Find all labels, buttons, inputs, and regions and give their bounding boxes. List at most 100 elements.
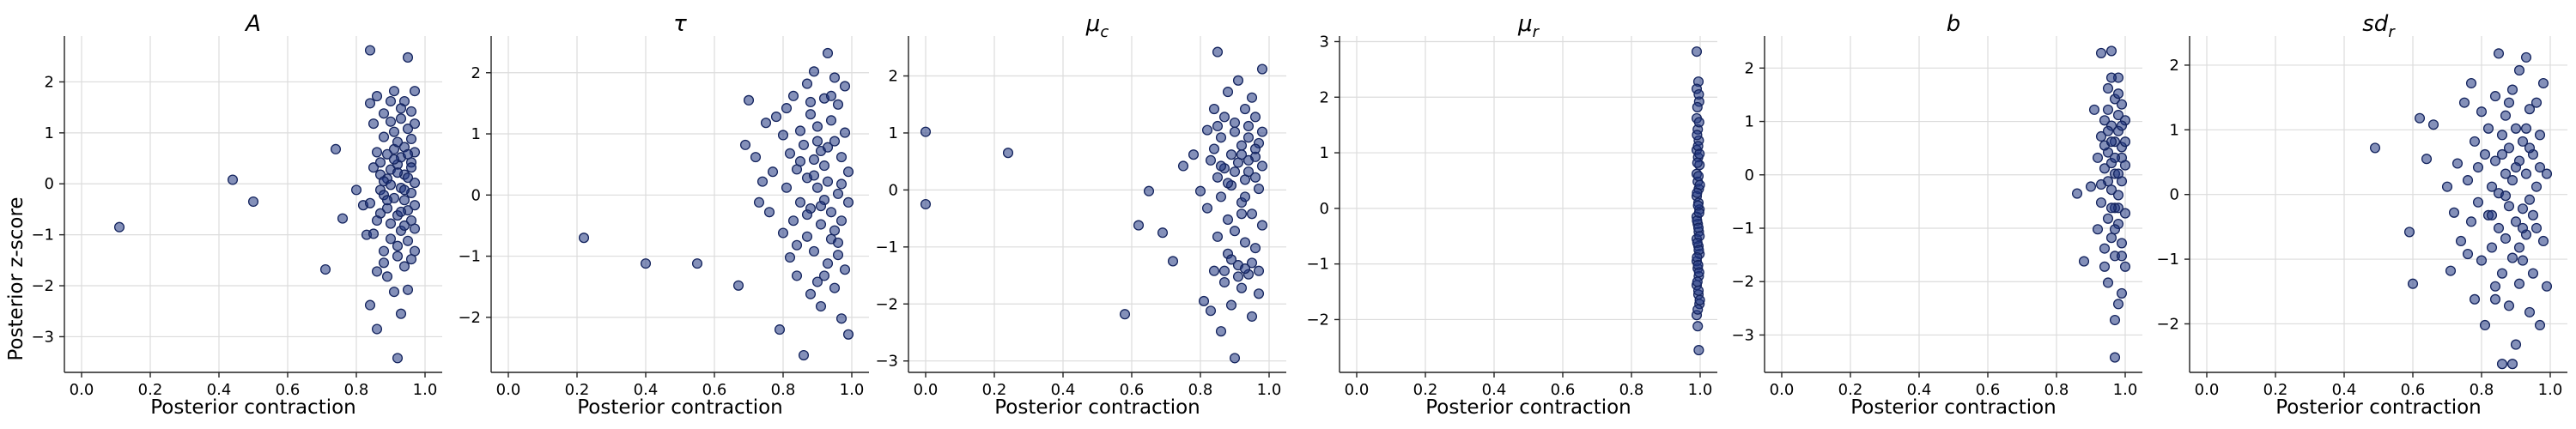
panel-3: 0.0 0.2 0.4 0.6 0.8 1.0 −3 −2 −1 0 1 2 μc Posterior c… (875, 11, 1286, 419)
scatter-point (801, 231, 813, 242)
x-tick-label: 1.0 (1688, 381, 1713, 399)
scatter-point (2486, 209, 2498, 221)
scatter-point (2105, 184, 2117, 196)
scatter-point (2099, 115, 2111, 126)
y-tick-label: 0 (45, 175, 54, 193)
scatter-point (2472, 196, 2484, 208)
scatter-point (1692, 171, 1704, 182)
scatter-point (381, 271, 393, 282)
scatter-point (398, 195, 410, 206)
scatter-point (2510, 216, 2522, 227)
x-tick-label: 1.0 (840, 381, 865, 399)
scatter-point (1249, 112, 1261, 123)
scatter-point (395, 206, 407, 217)
scatter-point (1694, 294, 1705, 305)
scatter-point (409, 200, 421, 211)
scatter-point (2517, 203, 2529, 214)
scatter-point (777, 130, 789, 141)
panel-title-main: b (1947, 11, 1961, 37)
x-tick-label: 0.8 (344, 381, 369, 399)
scatter-point (805, 109, 817, 120)
scatter-point (1177, 160, 1189, 172)
scatter-point (794, 156, 806, 167)
scatter-point (1188, 149, 1200, 160)
scatter-point (784, 148, 796, 159)
scatter-point (842, 196, 854, 208)
scatter-point (2102, 277, 2114, 288)
scatter-point (2520, 51, 2532, 63)
scatter-point (364, 299, 376, 311)
points (2071, 45, 2131, 363)
scatter-point (378, 257, 390, 269)
scatter-point (405, 133, 417, 145)
scatter-point (2534, 161, 2546, 173)
scatter-point (350, 184, 362, 196)
scatter-point (2486, 181, 2498, 192)
scatter-point (388, 287, 400, 298)
scatter-point (1253, 288, 1265, 299)
scatter-point (2112, 110, 2124, 121)
scatter-point (2102, 213, 2114, 224)
scatter-point (2071, 188, 2083, 199)
y-tick-label: −3 (1731, 326, 1754, 344)
scatter-point (1692, 304, 1704, 315)
points (113, 45, 421, 364)
scatter-point (2099, 243, 2111, 254)
scatter-point (2105, 45, 2117, 57)
scatter-point (2517, 136, 2529, 147)
y-tick-label: 2 (45, 73, 54, 91)
scatter-point (319, 263, 331, 275)
scatter-point (1157, 227, 1169, 239)
x-tick-label: 0.8 (1619, 381, 1644, 399)
scatter-point (1692, 130, 1703, 141)
scatter-point (2407, 278, 2419, 289)
scatter-point (364, 98, 376, 109)
x-tick-label: 1.0 (2113, 381, 2138, 399)
scatter-point (1218, 112, 1230, 123)
scatter-point (798, 349, 810, 361)
y-axis-label: Posterior z-score (5, 196, 27, 360)
scatter-point (2092, 224, 2104, 235)
scatter-point (1208, 103, 1220, 115)
scatter-point (2112, 299, 2124, 310)
scatter-point (2503, 142, 2515, 154)
scatter-point (364, 45, 376, 56)
x-tick-label: 0.4 (1051, 381, 1076, 399)
scatter-point (392, 136, 404, 148)
scatter-point (1215, 132, 1227, 143)
scatter-point (825, 115, 837, 126)
scatter-point (777, 227, 789, 239)
scatter-point (2510, 123, 2522, 134)
panel-title-subscript: c (1100, 23, 1109, 41)
scatter-point (371, 323, 383, 335)
y-tick-label: −2 (1306, 311, 1329, 329)
scatter-point (835, 313, 848, 324)
scatter-point (1143, 185, 1155, 196)
scatter-point (402, 51, 414, 63)
scatter-point (787, 90, 799, 101)
scatter-point (2116, 120, 2128, 131)
scatter-point (1198, 295, 1210, 306)
scatter-point (2530, 97, 2543, 108)
scatter-point (398, 184, 410, 196)
scatter-point (113, 221, 125, 233)
y-tick-label: 0 (471, 186, 481, 204)
scatter-point (1229, 353, 1241, 364)
x-tick-label: 0.8 (771, 381, 796, 399)
scatter-point (920, 198, 932, 210)
scatter-point (832, 188, 844, 199)
scatter-point (2109, 352, 2121, 363)
scatter-point (2482, 123, 2494, 134)
scatter-point (374, 157, 386, 168)
y-tick-label: 1 (2170, 121, 2179, 139)
scatter-point (805, 96, 817, 108)
scatter-point (1167, 256, 1179, 267)
x-tick-label: 1.0 (1257, 381, 1282, 399)
panel-5: 0.0 0.2 0.4 0.6 0.8 1.0 −3 −2 −1 0 1 2 b Posterior co… (1731, 11, 2142, 419)
panel-title: μr (1517, 11, 1540, 41)
x-tick-label: 0.8 (2044, 381, 2069, 399)
y-tick-label: 3 (1320, 33, 1329, 51)
scatter-point (829, 136, 841, 147)
scatter-point (1236, 208, 1248, 220)
scatter-point (388, 86, 400, 97)
